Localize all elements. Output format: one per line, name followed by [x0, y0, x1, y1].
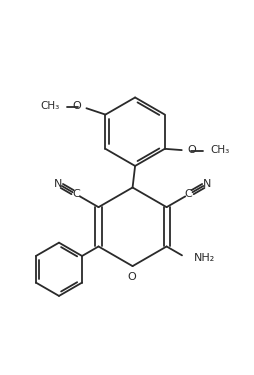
Text: O: O — [187, 145, 196, 155]
Text: CH₃: CH₃ — [210, 145, 229, 155]
Text: NH₂: NH₂ — [193, 253, 214, 263]
Text: C: C — [184, 189, 192, 200]
Text: CH₃: CH₃ — [40, 101, 60, 111]
Text: N: N — [54, 179, 62, 189]
Text: N: N — [202, 179, 211, 189]
Text: O: O — [72, 101, 81, 111]
Text: O: O — [126, 273, 135, 282]
Text: C: C — [72, 189, 80, 200]
